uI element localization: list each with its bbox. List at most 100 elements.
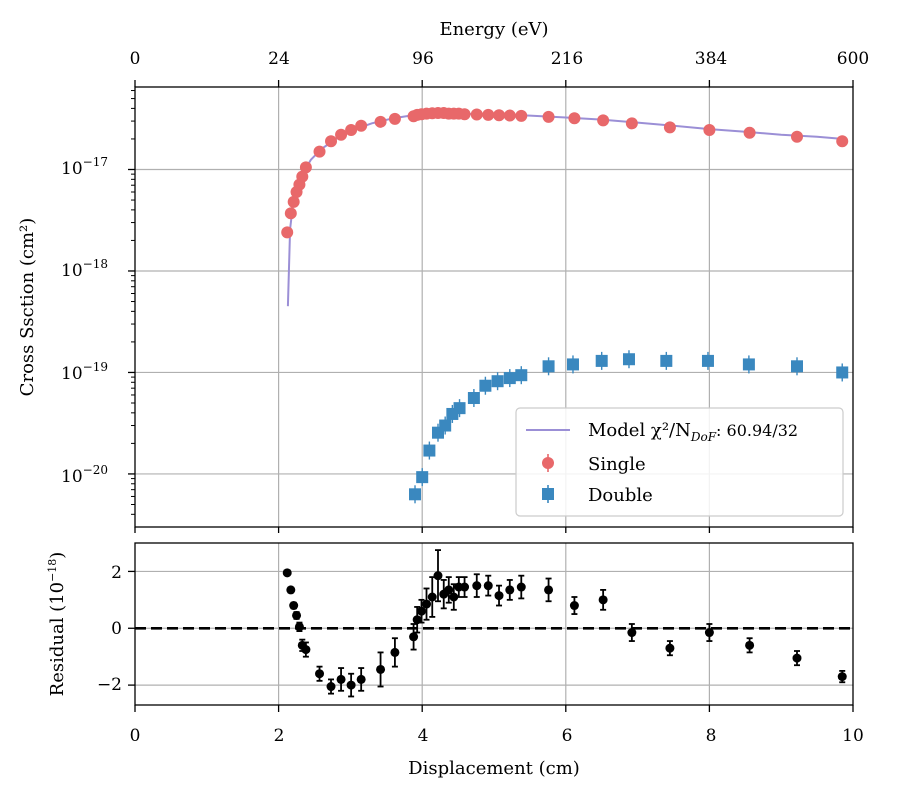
residual-marks [282, 549, 847, 698]
single-point [281, 226, 294, 239]
model-line [286, 112, 843, 307]
residual-y-tick-label: −2 [97, 675, 122, 695]
top-tick-label: 384 [695, 49, 727, 69]
single-point [345, 124, 358, 137]
x-tick-label: 6 [562, 726, 573, 746]
single-point [703, 124, 716, 137]
single-point [313, 145, 326, 158]
single-point [568, 112, 581, 125]
residual-point [289, 601, 299, 611]
single-point [335, 128, 348, 141]
single-point [287, 195, 300, 208]
x-tick-label: 10 [842, 726, 864, 746]
single-point [325, 135, 338, 148]
single-point [470, 108, 483, 121]
residual-point [282, 568, 292, 578]
residual-point [483, 581, 493, 591]
double-point [790, 360, 803, 373]
double-point [467, 392, 480, 405]
residual-point [505, 585, 515, 595]
double-point [542, 360, 555, 373]
residual-point [449, 592, 459, 602]
residual-point [745, 640, 755, 650]
double-point [503, 372, 516, 385]
y-tick-label: 10−19 [61, 360, 108, 384]
double-point [423, 444, 436, 457]
residual-point [494, 591, 504, 601]
single-point [482, 108, 495, 121]
residual-point [627, 628, 637, 638]
single-point [503, 109, 516, 122]
double-point [566, 358, 579, 371]
double-point [439, 419, 452, 432]
single-point [597, 114, 610, 127]
double-point [453, 402, 466, 415]
double-point [701, 354, 714, 367]
residual-point [792, 653, 802, 663]
single-point [374, 115, 387, 128]
double-point [491, 375, 504, 388]
residual-point [301, 645, 311, 655]
top-axis-title: Energy (eV) [439, 19, 548, 40]
residual-point [472, 581, 482, 591]
legend-box [515, 407, 844, 517]
residual-point [292, 610, 302, 620]
residual-point [315, 669, 325, 679]
double-point [742, 358, 755, 371]
y-axis-title: Cross Ssction (cm²) [17, 218, 38, 397]
y-tick-label: 10−20 [61, 463, 108, 487]
single-point [299, 161, 312, 174]
residual-point [460, 582, 470, 592]
legend-double-label: Double [588, 485, 653, 506]
residual-point [356, 674, 366, 684]
double-point [660, 354, 673, 367]
single-point [836, 135, 849, 148]
top-tick-label: 216 [551, 49, 583, 69]
top-tick-label: 0 [130, 49, 141, 69]
residual-point [516, 582, 526, 592]
single-point [542, 110, 555, 123]
x-tick-label: 8 [706, 726, 717, 746]
residual-point [444, 585, 454, 595]
residual-point [294, 622, 304, 632]
main-plot-frame [134, 86, 854, 528]
x-tick-label: 2 [274, 726, 285, 746]
residual-point [326, 682, 336, 692]
top-tick-label: 96 [412, 49, 434, 69]
single-point [355, 119, 368, 132]
double-point [479, 379, 492, 392]
double-point [595, 354, 608, 367]
double-point [836, 366, 849, 379]
residual-point [704, 628, 714, 638]
legend-single-label: Single [588, 454, 646, 475]
residual-y-axis-title: Residual (10−18) [46, 552, 68, 697]
double-point [416, 471, 429, 484]
residual-point [346, 680, 356, 690]
top-tick-label: 600 [837, 49, 869, 69]
single-point [284, 207, 297, 220]
residual-point [665, 643, 675, 653]
single-point [296, 170, 309, 183]
main-grid [135, 87, 853, 527]
residual-point [569, 601, 579, 611]
single-point [388, 112, 401, 125]
residual-point [433, 571, 443, 581]
legend-double-marker [542, 488, 554, 500]
residual-point [598, 595, 608, 605]
single-point [663, 121, 676, 134]
residual-plot-frame [134, 542, 854, 706]
y-tick-label: 10−18 [61, 257, 108, 281]
single-point [743, 126, 756, 139]
residual-point [390, 647, 400, 657]
residual-point [416, 606, 426, 616]
double-point [515, 369, 528, 382]
tick-marks [128, 80, 854, 712]
residual-point [422, 599, 432, 609]
x-axis-title: Displacement (cm) [408, 758, 580, 779]
residual-y-tick-label: 0 [111, 619, 122, 639]
residual-y-tick-label: 2 [111, 563, 122, 583]
residual-point [409, 632, 419, 642]
x-tick-label: 0 [130, 726, 141, 746]
residual-point [376, 664, 386, 674]
